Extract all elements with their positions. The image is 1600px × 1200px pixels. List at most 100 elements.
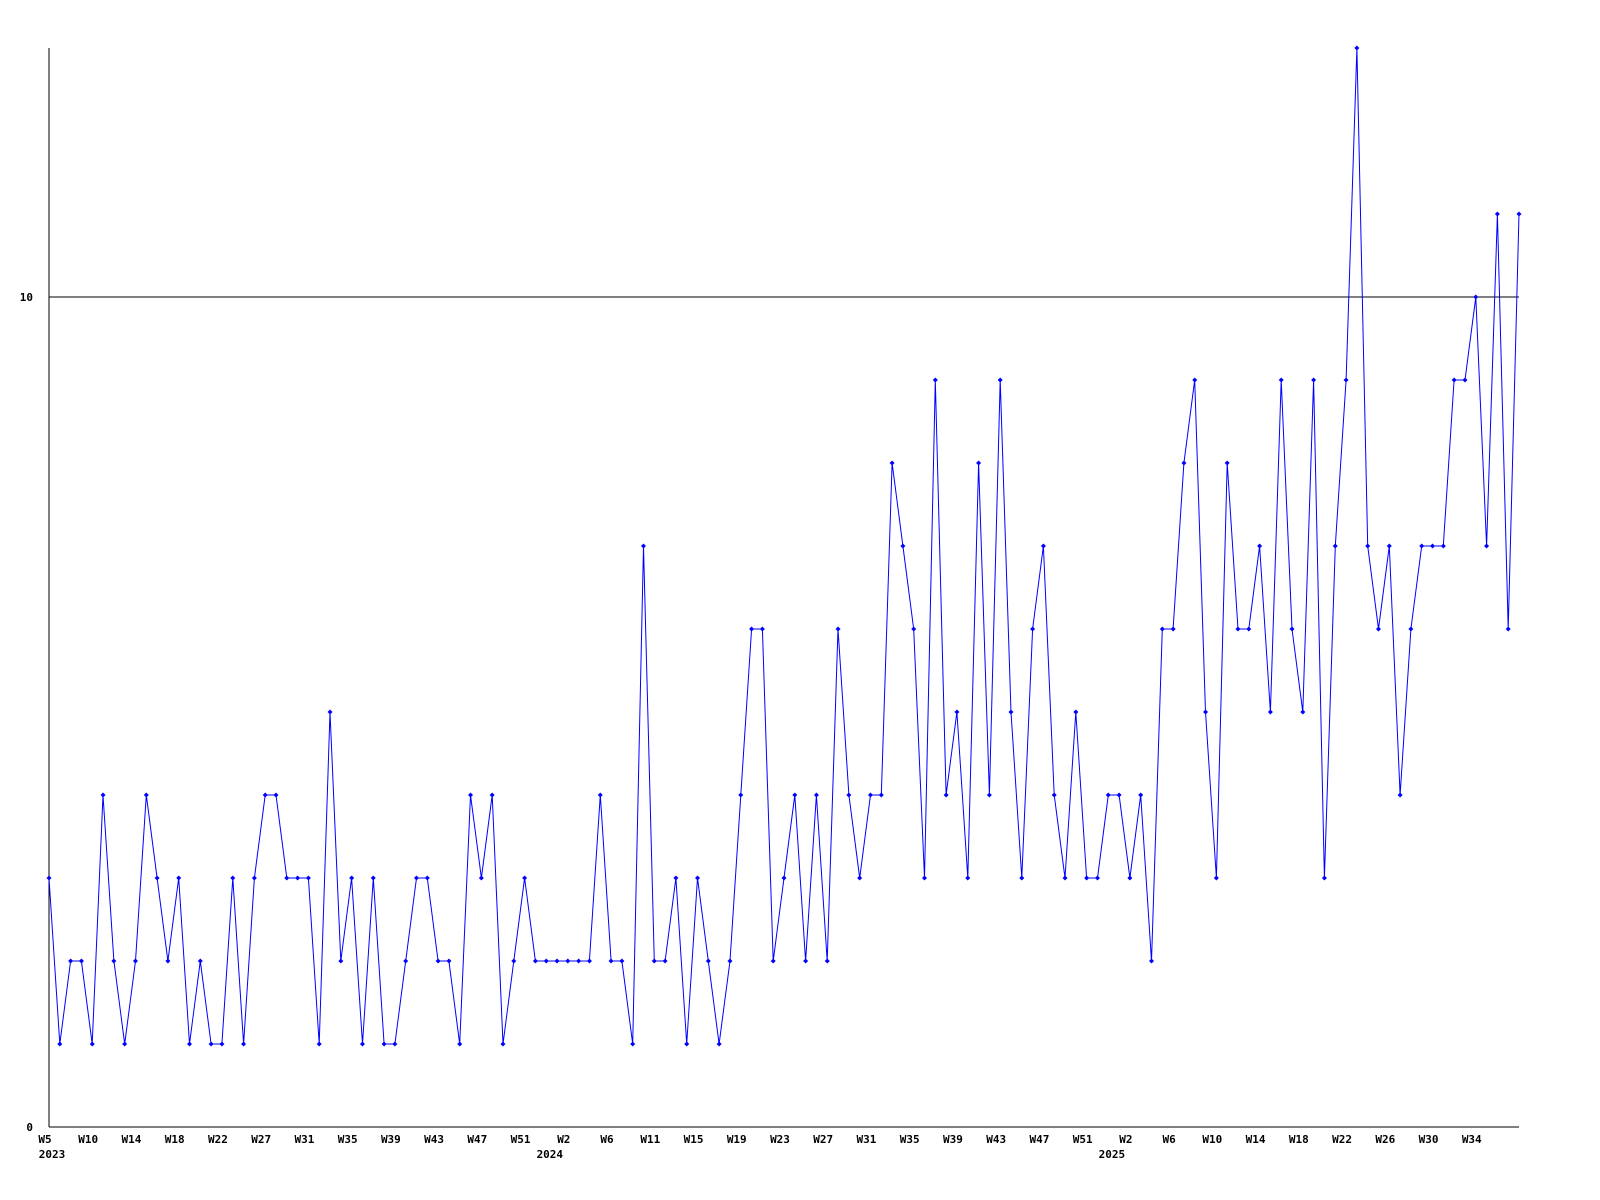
data-point [1343, 377, 1349, 383]
data-point [965, 875, 971, 881]
data-point [1019, 875, 1025, 881]
data-point [1192, 377, 1198, 383]
data-point [1051, 792, 1057, 798]
x-year-label: 2023 [39, 1148, 66, 1161]
x-tick-label: W43 [424, 1133, 444, 1146]
data-point [197, 958, 203, 964]
data-point [1505, 626, 1511, 632]
data-point [219, 1041, 225, 1047]
data-point [392, 1041, 398, 1047]
data-point [586, 958, 592, 964]
data-point [327, 709, 333, 715]
data-point [759, 626, 765, 632]
x-tick-label: W47 [1029, 1133, 1049, 1146]
data-point [857, 875, 863, 881]
data-point [867, 792, 873, 798]
data-point [554, 958, 560, 964]
x-tick-label: W47 [467, 1133, 487, 1146]
data-point [565, 958, 571, 964]
data-point [738, 792, 744, 798]
data-point [878, 792, 884, 798]
data-point [997, 377, 1003, 383]
data-point [414, 875, 419, 881]
data-point [1257, 543, 1263, 549]
data-point [695, 875, 701, 881]
data-point [1289, 626, 1295, 632]
data-point [349, 875, 355, 881]
data-point [976, 460, 982, 466]
x-tick-labels: W5 2023 W10 W14 W18 W22 W27 W31 W35 W39 W43 W47 W51 W… [38, 1133, 1482, 1161]
data-point [1321, 875, 1327, 881]
x-year-label: 2024 [537, 1148, 564, 1161]
data-point [68, 958, 74, 964]
data-point [295, 875, 301, 881]
data-point [511, 958, 517, 964]
data-point [576, 958, 582, 964]
data-point [770, 958, 776, 964]
x-tick-label: W31 [857, 1133, 877, 1146]
data-point [1516, 211, 1522, 217]
data-point [284, 875, 290, 881]
data-point [1127, 875, 1133, 881]
data-point [489, 792, 495, 798]
x-tick-label: W6 [600, 1133, 614, 1146]
data-point [522, 875, 528, 881]
data-point [1008, 709, 1014, 715]
data-point [305, 875, 311, 881]
x-tick-label: W18 [165, 1133, 185, 1146]
data-point [424, 875, 430, 881]
data-point [1170, 626, 1176, 632]
data-point [111, 958, 117, 964]
x-tick-label: W39 [943, 1133, 963, 1146]
data-point [1246, 626, 1252, 632]
data-point [208, 1041, 214, 1047]
data-point [1040, 543, 1046, 549]
data-point [1440, 543, 1446, 549]
x-tick-label: W27 [813, 1133, 833, 1146]
data-point [1311, 377, 1317, 383]
data-point [716, 1041, 722, 1047]
data-point [57, 1041, 63, 1047]
data-point [1149, 958, 1154, 964]
data-point [1213, 875, 1219, 881]
data-point [813, 792, 819, 798]
data-point [792, 792, 798, 798]
x-tick-label: W22 [208, 1133, 228, 1146]
data-point [1300, 709, 1306, 715]
data-point [468, 792, 474, 798]
data-point [1203, 709, 1209, 715]
data-point [1159, 626, 1165, 632]
data-point [1116, 792, 1122, 798]
data-point [684, 1041, 690, 1047]
data-point [1451, 377, 1457, 383]
data-point [640, 543, 646, 549]
data-point [911, 626, 917, 632]
y-tick-label: 10 [20, 291, 33, 304]
data-point [1386, 543, 1392, 549]
x-tick-label: W6 [1162, 1133, 1176, 1146]
x-tick-label: W14 [1246, 1133, 1266, 1146]
data-point [446, 958, 452, 964]
data-point [749, 626, 755, 632]
data-point [932, 377, 938, 383]
x-tick-label: W34 [1462, 1133, 1482, 1146]
y-tick-label: 0 [26, 1121, 33, 1134]
data-point [1332, 543, 1338, 549]
data-point [835, 626, 841, 632]
data-point [381, 1041, 387, 1047]
data-point [78, 958, 84, 964]
data-point [1138, 792, 1144, 798]
data-point [651, 958, 657, 964]
series [46, 45, 1522, 1047]
x-tick-label: W51 [511, 1133, 531, 1146]
data-point [1462, 377, 1468, 383]
data-point [1105, 792, 1111, 798]
data-point [922, 875, 928, 881]
x-tick-label: W5 [38, 1133, 51, 1146]
data-point [230, 875, 236, 881]
x-tick-label: W15 [684, 1133, 704, 1146]
data-point [500, 1041, 506, 1047]
data-point [1419, 543, 1425, 549]
data-point [435, 958, 441, 964]
x-tick-label: W11 [640, 1133, 660, 1146]
